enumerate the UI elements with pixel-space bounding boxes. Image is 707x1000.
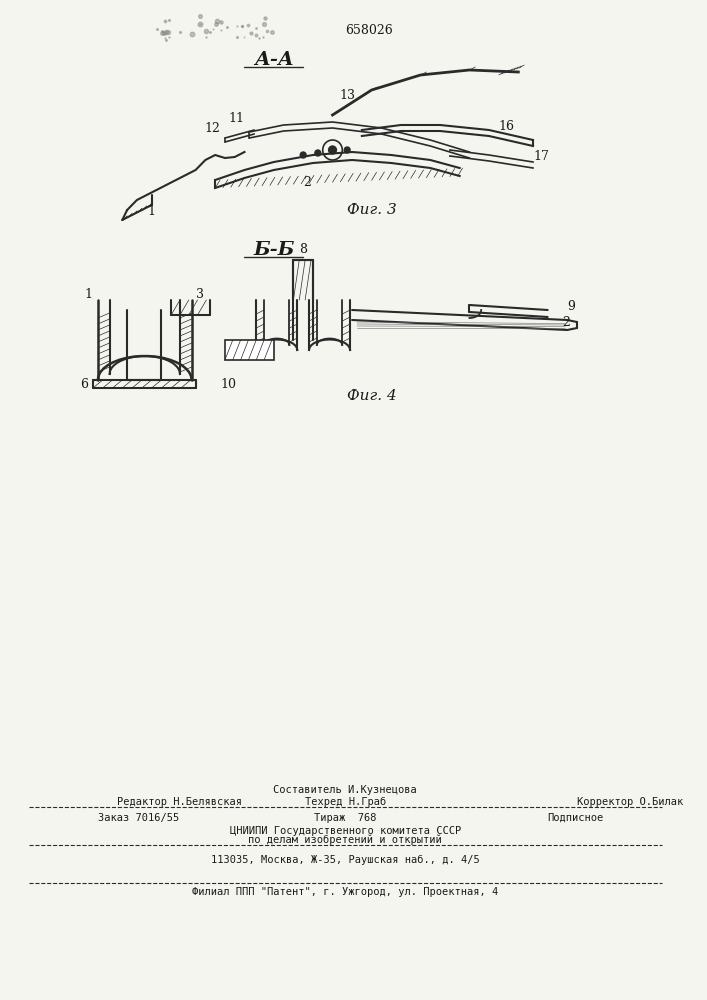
Text: Фиг. 3: Фиг. 3 bbox=[346, 203, 397, 217]
Text: ЦНИИПИ Государственного комитета СССР: ЦНИИПИ Государственного комитета СССР bbox=[230, 826, 461, 836]
Text: Тираж  768: Тираж 768 bbox=[314, 813, 376, 823]
Text: 9: 9 bbox=[567, 300, 575, 312]
Text: 17: 17 bbox=[533, 150, 549, 163]
Text: 12: 12 bbox=[204, 121, 220, 134]
Text: по делам изобретений и открытий: по делам изобретений и открытий bbox=[248, 835, 442, 845]
Circle shape bbox=[300, 152, 306, 158]
Text: Техред Н.Граб: Техред Н.Граб bbox=[305, 797, 386, 807]
Text: Заказ 7016/55: Заказ 7016/55 bbox=[98, 813, 179, 823]
Text: 1: 1 bbox=[85, 288, 93, 300]
Bar bbox=[225, 340, 274, 360]
Circle shape bbox=[329, 146, 337, 154]
Text: 2: 2 bbox=[562, 316, 571, 330]
Text: Составитель И.Кузнецова: Составитель И.Кузнецова bbox=[274, 785, 417, 795]
Text: 13: 13 bbox=[339, 89, 355, 102]
Text: 10: 10 bbox=[220, 377, 236, 390]
Circle shape bbox=[315, 150, 321, 156]
Text: 1: 1 bbox=[148, 205, 156, 218]
Text: Редактор Н.Белявская: Редактор Н.Белявская bbox=[117, 797, 243, 807]
Text: 113035, Москва, Ж-35, Раушская наб., д. 4/5: 113035, Москва, Ж-35, Раушская наб., д. … bbox=[211, 855, 479, 865]
Text: 8: 8 bbox=[299, 243, 307, 256]
Text: Фиг. 4: Фиг. 4 bbox=[346, 389, 397, 403]
Text: 658026: 658026 bbox=[345, 23, 393, 36]
Text: 11: 11 bbox=[228, 111, 245, 124]
Text: Филиал ППП "Патент", г. Ужгород, ул. Проектная, 4: Филиал ППП "Патент", г. Ужгород, ул. Про… bbox=[192, 887, 498, 897]
Text: Б-Б: Б-Б bbox=[253, 241, 295, 259]
Text: 3: 3 bbox=[196, 288, 204, 300]
Text: 6: 6 bbox=[80, 377, 88, 390]
Text: А-А: А-А bbox=[254, 51, 294, 69]
Text: Корректор О.Билак: Корректор О.Билак bbox=[577, 797, 683, 807]
Circle shape bbox=[344, 147, 350, 153]
Text: Подписное: Подписное bbox=[548, 813, 604, 823]
Text: 2: 2 bbox=[303, 176, 311, 188]
Text: 16: 16 bbox=[498, 120, 515, 133]
